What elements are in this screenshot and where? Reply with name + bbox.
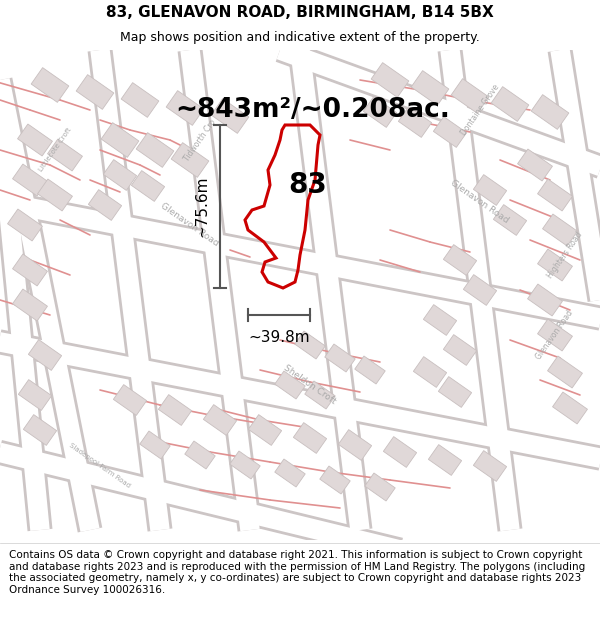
Polygon shape [76, 74, 114, 109]
Polygon shape [433, 117, 467, 148]
Polygon shape [101, 122, 139, 158]
Polygon shape [371, 62, 409, 98]
Polygon shape [23, 414, 56, 446]
Text: Map shows position and indicative extent of the property.: Map shows position and indicative extent… [120, 31, 480, 44]
Polygon shape [493, 204, 527, 236]
Polygon shape [121, 82, 159, 118]
Polygon shape [140, 431, 170, 459]
Text: ~843m²/~0.208ac.: ~843m²/~0.208ac. [175, 97, 450, 123]
Polygon shape [538, 319, 572, 351]
Text: Contains OS data © Crown copyright and database right 2021. This information is : Contains OS data © Crown copyright and d… [9, 550, 585, 595]
Polygon shape [473, 174, 506, 206]
Polygon shape [527, 284, 562, 316]
Text: Glenavon Road: Glenavon Road [160, 202, 221, 248]
Polygon shape [553, 392, 587, 424]
Polygon shape [230, 451, 260, 479]
Text: ~75.6m: ~75.6m [194, 176, 209, 238]
Polygon shape [19, 379, 52, 411]
Text: Glenavon Road: Glenavon Road [449, 179, 511, 226]
Polygon shape [548, 356, 583, 388]
Polygon shape [443, 334, 476, 366]
Polygon shape [211, 99, 249, 133]
Polygon shape [166, 91, 204, 126]
Polygon shape [275, 459, 305, 487]
Polygon shape [518, 149, 553, 181]
Polygon shape [171, 142, 209, 177]
Polygon shape [113, 384, 146, 416]
Polygon shape [439, 377, 472, 408]
Polygon shape [31, 68, 69, 102]
Polygon shape [305, 381, 335, 409]
Polygon shape [88, 189, 122, 221]
Polygon shape [295, 331, 325, 359]
Polygon shape [428, 444, 461, 476]
Text: 83: 83 [289, 171, 328, 199]
Polygon shape [28, 339, 62, 371]
Polygon shape [13, 289, 47, 321]
Polygon shape [542, 214, 577, 246]
Polygon shape [383, 437, 416, 468]
Text: Littlecote Croft: Littlecote Croft [38, 127, 73, 173]
Polygon shape [491, 87, 529, 121]
Polygon shape [320, 466, 350, 494]
Polygon shape [13, 164, 47, 196]
Polygon shape [13, 254, 47, 286]
Text: 83, GLENAVON ROAD, BIRMINGHAM, B14 5BX: 83, GLENAVON ROAD, BIRMINGHAM, B14 5BX [106, 5, 494, 20]
Polygon shape [275, 371, 305, 399]
Polygon shape [413, 357, 446, 388]
Polygon shape [136, 132, 174, 168]
Polygon shape [17, 124, 52, 156]
Polygon shape [8, 209, 43, 241]
Polygon shape [451, 79, 489, 113]
Polygon shape [293, 422, 326, 453]
Polygon shape [531, 94, 569, 129]
Polygon shape [538, 179, 572, 211]
Polygon shape [463, 274, 497, 306]
Text: Sladepool Farm Road: Sladepool Farm Road [68, 442, 131, 488]
Polygon shape [248, 414, 281, 446]
Polygon shape [103, 159, 137, 191]
Polygon shape [473, 451, 506, 481]
Polygon shape [131, 171, 164, 201]
Polygon shape [325, 344, 355, 372]
Text: ~39.8m: ~39.8m [248, 329, 310, 344]
Text: Tidworth Cro: Tidworth Cro [182, 118, 218, 162]
Polygon shape [158, 394, 191, 426]
Polygon shape [38, 179, 73, 211]
Polygon shape [355, 356, 385, 384]
Text: Dontaine Grove: Dontaine Grove [459, 82, 501, 138]
Polygon shape [364, 97, 397, 128]
Text: Glenavon Road: Glenavon Road [535, 309, 575, 361]
Polygon shape [185, 441, 215, 469]
Polygon shape [203, 404, 236, 436]
Polygon shape [47, 139, 82, 171]
Polygon shape [538, 249, 572, 281]
Polygon shape [443, 244, 476, 276]
Polygon shape [365, 473, 395, 501]
Polygon shape [398, 107, 431, 138]
Polygon shape [338, 429, 371, 461]
Polygon shape [424, 304, 457, 336]
Text: Highters Road: Highters Road [546, 230, 584, 280]
Polygon shape [411, 71, 449, 106]
Text: Sheldon Croft: Sheldon Croft [282, 364, 338, 406]
